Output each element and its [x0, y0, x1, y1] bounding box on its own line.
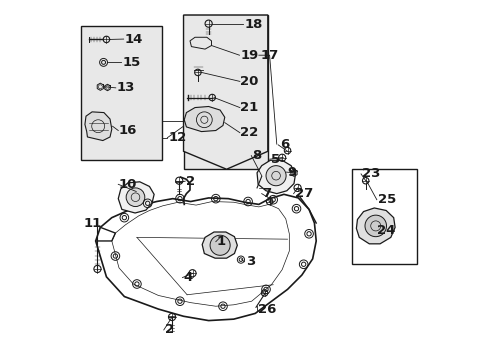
Text: 7: 7: [262, 187, 271, 200]
Text: 12: 12: [168, 131, 186, 144]
Polygon shape: [183, 15, 267, 169]
Text: 27: 27: [294, 187, 312, 200]
Bar: [351, 169, 416, 264]
Text: 6: 6: [279, 138, 288, 151]
Text: 23: 23: [362, 167, 380, 180]
Text: 20: 20: [239, 75, 258, 88]
Text: 4: 4: [183, 271, 192, 284]
Text: 22: 22: [239, 126, 258, 139]
Polygon shape: [257, 160, 295, 194]
Text: 3: 3: [245, 255, 254, 268]
Text: 18: 18: [244, 18, 263, 31]
Circle shape: [210, 235, 230, 255]
Text: 9: 9: [287, 166, 296, 179]
Bar: [81, 26, 162, 160]
Text: 13: 13: [117, 81, 135, 94]
Circle shape: [265, 166, 285, 186]
Circle shape: [364, 215, 386, 237]
Text: 11: 11: [83, 217, 101, 230]
Polygon shape: [118, 182, 154, 213]
Bar: [183, 15, 267, 169]
Text: 10: 10: [118, 178, 136, 191]
Text: 17: 17: [260, 49, 278, 62]
Text: 21: 21: [239, 101, 258, 114]
Text: 8: 8: [252, 149, 261, 162]
Text: 2: 2: [164, 323, 174, 336]
Text: 2: 2: [186, 175, 195, 188]
Polygon shape: [356, 208, 394, 244]
Text: 24: 24: [376, 224, 395, 237]
Text: 16: 16: [118, 124, 136, 137]
Polygon shape: [85, 112, 112, 140]
Text: 14: 14: [124, 32, 143, 46]
Text: 25: 25: [377, 193, 395, 206]
Circle shape: [126, 188, 144, 207]
Text: 19: 19: [241, 49, 259, 62]
Polygon shape: [202, 232, 237, 258]
Text: 15: 15: [122, 56, 141, 69]
Text: 5: 5: [270, 153, 279, 166]
Polygon shape: [184, 107, 224, 132]
Text: 26: 26: [257, 303, 276, 316]
Text: 1: 1: [217, 235, 225, 248]
